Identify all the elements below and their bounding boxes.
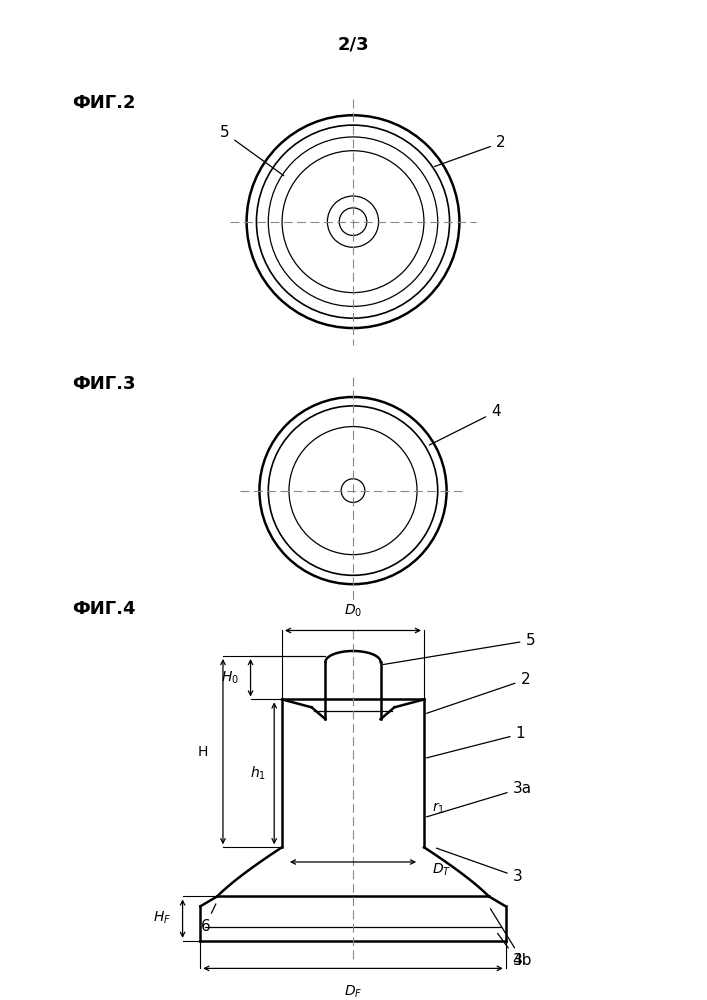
Text: $h_1$: $h_1$ bbox=[250, 765, 267, 782]
Text: 5: 5 bbox=[383, 633, 535, 665]
Text: 2/3: 2/3 bbox=[337, 35, 369, 53]
Text: $D_F$: $D_F$ bbox=[344, 983, 362, 1000]
Text: 5: 5 bbox=[220, 125, 284, 176]
Text: ФИГ.4: ФИГ.4 bbox=[72, 600, 136, 618]
Text: $H_F$: $H_F$ bbox=[153, 910, 171, 926]
Text: 6: 6 bbox=[200, 904, 216, 934]
Text: 4: 4 bbox=[429, 404, 501, 445]
Text: $D_T$: $D_T$ bbox=[432, 862, 451, 878]
Text: 3b: 3b bbox=[491, 909, 532, 968]
Text: $H_0$: $H_0$ bbox=[221, 670, 239, 686]
Text: 3a: 3a bbox=[426, 781, 532, 817]
Text: 1: 1 bbox=[426, 726, 525, 758]
Text: 2: 2 bbox=[426, 672, 530, 713]
Text: ФИГ.3: ФИГ.3 bbox=[72, 375, 136, 393]
Text: $D_0$: $D_0$ bbox=[344, 602, 362, 619]
Text: 2: 2 bbox=[434, 135, 506, 167]
Text: H: H bbox=[198, 745, 208, 759]
Text: 3: 3 bbox=[436, 848, 522, 884]
Text: 4: 4 bbox=[498, 933, 522, 968]
Text: $r_1$: $r_1$ bbox=[432, 800, 445, 816]
Text: ФИГ.2: ФИГ.2 bbox=[72, 94, 136, 112]
